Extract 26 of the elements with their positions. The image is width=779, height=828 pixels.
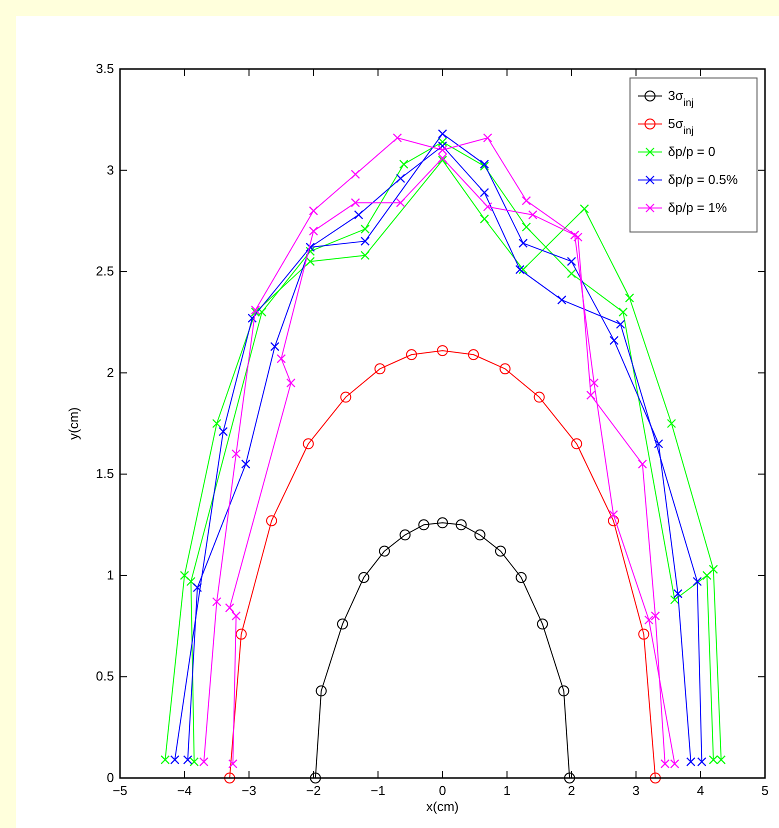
legend-label: δp/p = 1% (668, 200, 728, 215)
y-tick-label: 3.5 (96, 61, 114, 76)
y-tick-label: 0.5 (96, 668, 114, 684)
x-tick-label: −5 (112, 783, 128, 798)
y-tick-label: 1 (106, 567, 114, 582)
legend-label: 3σ$_{inj}$ (668, 88, 694, 108)
y-tick-label: 2.5 (96, 264, 114, 279)
legend-label: 5σ$_{inj}$ (668, 116, 694, 136)
x-tick-label: 3 (632, 783, 640, 798)
y-tick-label: 0 (106, 770, 114, 785)
x-tick-label: 2 (568, 783, 576, 798)
x-tick-label: 5 (761, 783, 769, 798)
x-tick-label: 4 (696, 783, 704, 798)
legend-label: δp/p = 0 (668, 144, 716, 159)
x-tick-label: 1 (503, 783, 511, 798)
x-tick-label: 0 (438, 783, 446, 798)
x-tick-label: −3 (242, 783, 256, 798)
legend-label: δp/p = 0.5% (668, 172, 738, 187)
y-axis-title: y(cm) (66, 407, 81, 440)
x-tick-label: −1 (370, 783, 386, 798)
y-tick-label: 3 (106, 162, 114, 178)
y-tick-label: 2 (106, 364, 114, 380)
y-tick-label: 1.5 (96, 466, 114, 482)
x-tick-label: −2 (306, 783, 321, 798)
x-tick-label: −4 (177, 783, 192, 798)
x-axis-title: x(cm) (426, 799, 459, 814)
